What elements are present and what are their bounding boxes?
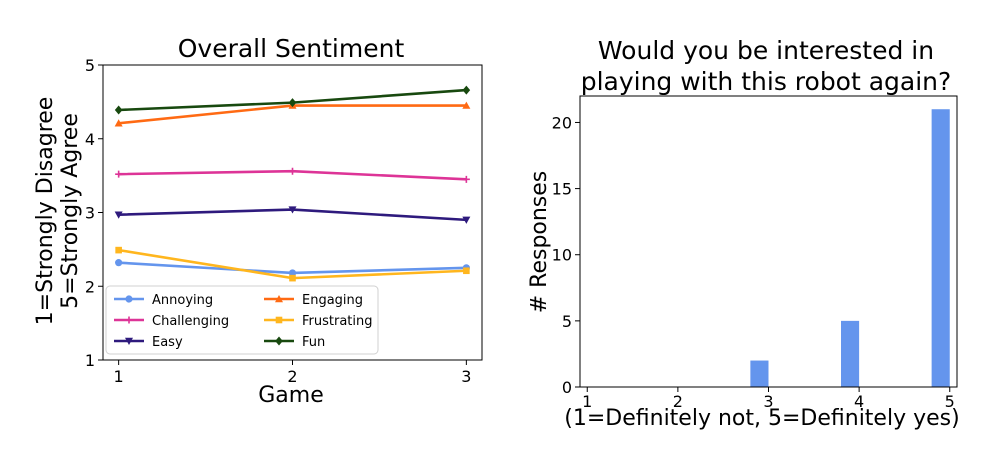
sentiment-chart-title: Overall Sentiment [178, 34, 405, 63]
legend-marker-frustrating [275, 316, 283, 324]
interest-plot-frame [579, 95, 958, 388]
legend-label-annoying: Annoying [152, 293, 213, 308]
sentiment-y-tick-label: 1 [85, 351, 95, 370]
legend-box [105, 285, 379, 355]
series-point-frustrating [115, 246, 122, 254]
series-point-easy [288, 206, 297, 214]
sentiment-y-tick-label: 2 [85, 277, 95, 296]
legend-label-frustrating: Frustrating [302, 314, 373, 329]
series-point-challenging [289, 167, 296, 175]
interest-x-tick-label: 4 [854, 392, 864, 411]
sentiment-x-tick-label: 3 [461, 367, 471, 386]
series-point-engaging [462, 101, 471, 109]
series-point-engaging [114, 119, 123, 127]
series-point-fun [288, 98, 297, 108]
sentiment-x-tick-label: 2 [287, 367, 297, 386]
legend-label-easy: Easy [152, 335, 183, 350]
interest-x-tick-label: 3 [763, 392, 773, 411]
series-point-annoying [115, 259, 123, 267]
sentiment-line-chart: Overall Sentiment 1=Strongly Disagree 5=… [33, 34, 483, 408]
interest-x-tick-label: 5 [945, 392, 955, 411]
series-point-frustrating [289, 274, 296, 282]
sentiment-x-axis-label: Game [258, 383, 324, 408]
bar-response-5 [931, 109, 950, 388]
interest-y-tick-label: 15 [552, 180, 572, 199]
legend-marker-fun [275, 336, 283, 346]
interest-y-tick-label: 0 [562, 378, 572, 397]
series-point-frustrating [463, 267, 470, 275]
sentiment-y-tick-label: 3 [85, 204, 95, 223]
series-point-challenging [115, 170, 123, 178]
interest-x-axis-label: (1=Definitely not, 5=Definitely yes) [564, 406, 959, 431]
interest-y-tick-label: 5 [562, 312, 572, 331]
interest-chart-title-line2: playing with this robot again? [581, 67, 952, 96]
legend-label-fun: Fun [302, 335, 325, 350]
sentiment-plot-frame [102, 64, 483, 361]
sentiment-y-axis-label-line2: 5=Strongly Agree [58, 113, 83, 309]
series-point-fun [114, 105, 123, 115]
interest-x-tick-label: 2 [673, 392, 683, 411]
series-point-annoying [288, 269, 297, 277]
legend-label-engaging: Engaging [302, 293, 363, 308]
legend-marker-challenging [125, 316, 133, 324]
interest-y-tick-label: 10 [552, 246, 572, 265]
interest-y-axis-label: # Responses [527, 171, 552, 314]
interest-y-tick-label: 20 [552, 113, 572, 132]
legend-marker-annoying [125, 295, 133, 303]
sentiment-y-tick-label: 4 [85, 130, 95, 149]
sentiment-y-axis-label-line1: 1=Strongly Disagree [33, 97, 58, 326]
series-point-easy [114, 211, 123, 219]
bar-response-3 [750, 360, 769, 387]
sentiment-x-tick-label: 1 [114, 367, 124, 386]
legend-marker-engaging [275, 295, 283, 303]
legend-label-challenging: Challenging [152, 314, 229, 329]
interest-chart-title-line1: Would you be interested in [598, 36, 934, 65]
series-point-easy [462, 216, 471, 224]
interest-x-tick-label: 1 [582, 392, 592, 411]
sentiment-y-tick-label: 5 [85, 56, 95, 75]
sentiment-legend: Annoying Engaging Challenging Frustrating Ea… [105, 285, 379, 355]
interest-bar-chart: Would you be interested in playing with … [527, 36, 960, 431]
series-point-fun [462, 85, 471, 95]
legend-marker-easy [125, 337, 133, 345]
bar-response-4 [841, 320, 860, 387]
series-point-challenging [462, 175, 470, 183]
